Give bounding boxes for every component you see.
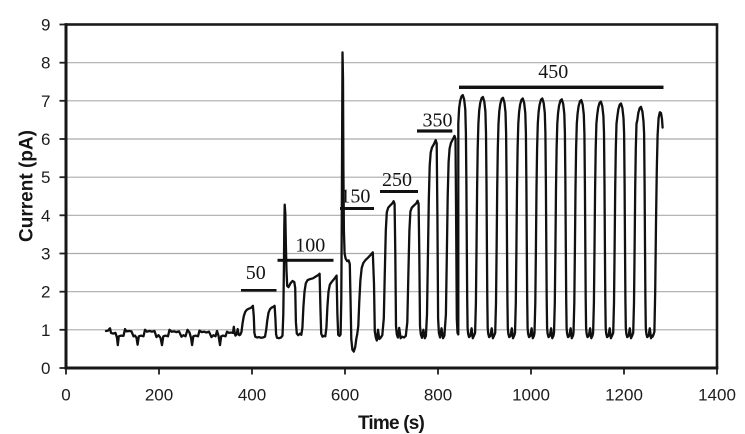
- svg-text:4: 4: [41, 206, 50, 225]
- svg-text:1000: 1000: [512, 386, 550, 405]
- svg-text:200: 200: [145, 386, 173, 405]
- svg-text:1400: 1400: [698, 386, 736, 405]
- svg-text:1: 1: [41, 321, 50, 340]
- svg-text:350: 350: [423, 110, 453, 132]
- svg-text:600: 600: [331, 386, 359, 405]
- svg-text:Current (pA): Current (pA): [17, 130, 38, 242]
- svg-text:0: 0: [61, 386, 70, 405]
- svg-text:Time (s): Time (s): [358, 413, 425, 434]
- svg-text:400: 400: [238, 386, 266, 405]
- svg-text:800: 800: [424, 386, 452, 405]
- svg-text:450: 450: [538, 61, 568, 83]
- svg-text:6: 6: [41, 130, 50, 149]
- svg-text:7: 7: [41, 92, 50, 111]
- svg-text:100: 100: [295, 234, 325, 256]
- svg-text:0: 0: [41, 359, 50, 378]
- svg-text:2: 2: [41, 283, 50, 302]
- svg-text:3: 3: [41, 245, 50, 264]
- svg-text:9: 9: [41, 16, 50, 35]
- svg-text:250: 250: [382, 169, 412, 191]
- svg-text:1200: 1200: [605, 386, 643, 405]
- svg-text:150: 150: [340, 186, 370, 208]
- svg-text:5: 5: [41, 168, 50, 187]
- svg-text:50: 50: [246, 262, 266, 284]
- svg-text:8: 8: [41, 54, 50, 73]
